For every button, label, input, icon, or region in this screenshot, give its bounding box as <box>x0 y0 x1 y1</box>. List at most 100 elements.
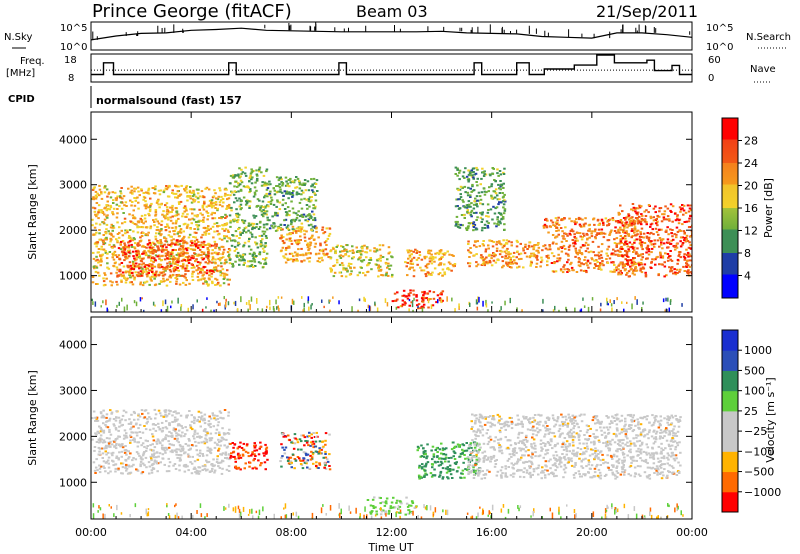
echo-cell <box>185 249 189 252</box>
echo-cell <box>219 444 222 447</box>
noise-ytick-left-bottom: 10^0 <box>60 42 87 53</box>
echo-cell <box>203 417 206 420</box>
echo-cell <box>670 269 674 272</box>
echo-cell <box>519 242 522 245</box>
echo-cell <box>503 223 506 226</box>
echo-cell <box>193 419 196 422</box>
echo-cell <box>638 215 641 218</box>
echo-cell <box>685 234 689 237</box>
echo-cell <box>111 451 115 454</box>
echo-cell <box>158 441 161 444</box>
echo-cell <box>303 184 306 186</box>
echo-cell <box>144 267 148 269</box>
echo-cell <box>587 243 590 246</box>
noise-cell <box>417 305 419 308</box>
echo-cell <box>640 236 643 238</box>
echo-cell <box>625 232 628 235</box>
echo-cell <box>437 253 441 256</box>
echo-cell <box>625 221 628 224</box>
echo-cell <box>281 184 284 187</box>
echo-cell <box>438 297 442 300</box>
echo-cell <box>128 272 131 275</box>
echo-cell <box>273 189 277 192</box>
noise-cell <box>669 300 672 305</box>
echo-cell <box>264 468 267 471</box>
echo-cell <box>174 243 177 246</box>
echo-cell <box>97 204 101 207</box>
echo-cell <box>640 263 643 266</box>
echo-cell <box>476 184 479 187</box>
echo-cell <box>252 266 255 268</box>
echo-cell <box>557 223 561 226</box>
echo-cell <box>657 233 660 236</box>
echo-cell <box>277 225 281 228</box>
echo-cell <box>164 436 167 439</box>
echo-cell <box>512 255 515 258</box>
echo-cell <box>211 211 214 214</box>
echo-cell <box>473 173 476 176</box>
echo-cell <box>597 224 600 226</box>
echo-cell <box>627 248 630 251</box>
echo-cell <box>528 255 532 257</box>
echo-cell <box>202 282 205 285</box>
echo-cell <box>201 204 205 207</box>
echo-cell <box>268 192 271 195</box>
echo-cell <box>466 191 470 194</box>
echo-cell <box>422 303 426 306</box>
echo-cell <box>441 299 444 302</box>
echo-cell <box>130 243 133 246</box>
echo-cell <box>141 267 144 270</box>
echo-cell <box>202 243 206 246</box>
echo-cell <box>462 200 465 203</box>
echo-cell <box>204 254 208 257</box>
echo-cell <box>630 222 634 225</box>
echo-cell <box>241 219 244 222</box>
echo-cell <box>221 272 224 275</box>
echo-cell <box>239 175 242 178</box>
echo-cell <box>673 268 676 271</box>
echo-cell <box>272 226 275 229</box>
echo-cell <box>264 261 267 264</box>
echo-cell <box>593 259 596 262</box>
echo-cell <box>211 463 214 465</box>
echo-cell <box>218 237 222 240</box>
echo-cell <box>325 227 328 230</box>
echo-cell <box>99 465 103 468</box>
echo-cell <box>121 240 125 242</box>
noise-ytick-right-top: 10^5 <box>706 23 733 34</box>
echo-cell <box>313 436 317 438</box>
echo-cell <box>181 449 185 452</box>
echo-cell <box>207 252 210 255</box>
echo-cell <box>494 180 497 183</box>
echo-cell <box>675 246 679 249</box>
echo-cell <box>144 214 147 217</box>
echo-cell <box>495 206 499 209</box>
echo-cell <box>482 187 486 190</box>
echo-cell <box>193 437 196 440</box>
echo-cell <box>185 185 189 188</box>
echo-cell <box>485 256 488 259</box>
echo-cell <box>499 185 502 188</box>
echo-cell <box>123 429 127 432</box>
echo-cell <box>221 227 224 230</box>
echo-cell <box>214 247 217 250</box>
echo-cell <box>549 225 552 228</box>
echo-cell <box>102 280 106 283</box>
noise-cell <box>301 296 303 299</box>
echo-cell <box>140 472 143 475</box>
echo-cell <box>293 251 297 254</box>
echo-cell <box>672 238 675 241</box>
echo-cell <box>292 181 296 184</box>
echo-cell <box>136 231 140 234</box>
echo-cell <box>180 447 184 450</box>
echo-cell <box>149 278 153 281</box>
echo-cell <box>259 243 262 246</box>
echo-cell <box>165 434 168 437</box>
echo-cell <box>640 205 643 208</box>
echo-cell <box>684 211 688 214</box>
echo-cell <box>610 252 614 255</box>
echo-cell <box>157 265 160 268</box>
echo-cell <box>150 202 153 205</box>
echo-cell <box>120 279 123 282</box>
echo-cell <box>244 186 247 189</box>
